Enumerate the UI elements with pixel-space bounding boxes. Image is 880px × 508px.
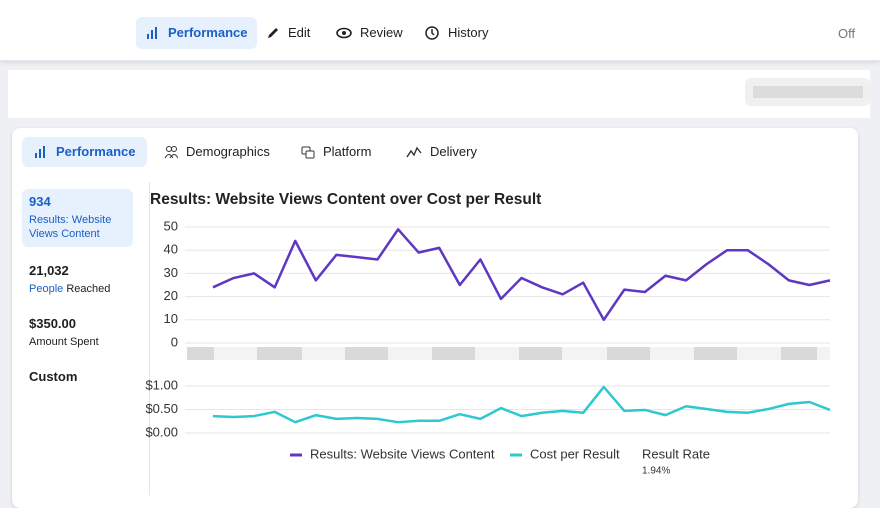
nav-edit[interactable]: Edit <box>256 17 320 49</box>
stat-value: 21,032 <box>29 263 69 278</box>
icon <box>425 26 439 40</box>
chart-title: Results: Website Views Content over Cost… <box>150 191 541 208</box>
series-line <box>212 228 831 322</box>
card <box>12 128 858 508</box>
stat-value: 934 <box>29 194 51 209</box>
tab-label: Performance <box>56 144 136 159</box>
y-tick-label: 20 <box>164 288 178 303</box>
stat-results[interactable]: 934 Results: Website Views Content <box>22 189 133 247</box>
placeholder <box>745 78 870 106</box>
stat-custom[interactable]: Custom <box>22 364 133 394</box>
legend-value: 1.94% <box>642 466 670 477</box>
tab-label: Demographics <box>186 144 270 159</box>
legend-label: Results: Website Views Content <box>310 446 495 461</box>
icon <box>406 146 422 158</box>
tab-delivery[interactable]: Delivery <box>394 137 489 167</box>
tab-demographics[interactable]: Demographics <box>152 137 282 167</box>
stat-label: Results: Website Views Content <box>29 214 112 240</box>
chart: Results: Website Views Content over Cost… <box>145 182 831 495</box>
tab-label: Delivery <box>430 144 477 159</box>
stat-link[interactable]: People <box>29 283 64 295</box>
toolbar-band <box>8 70 870 118</box>
icon <box>147 27 157 39</box>
stat-label: Reached <box>66 283 111 295</box>
nav-label: History <box>448 25 489 40</box>
stat-reach[interactable]: 21,032 People Reached <box>22 258 133 302</box>
icon <box>164 146 178 159</box>
legend-label: Result Rate <box>642 446 710 461</box>
icon <box>35 146 45 158</box>
nav-label: Edit <box>288 25 311 40</box>
y-tick-label: $0.00 <box>145 424 178 439</box>
tab-performance[interactable]: Performance <box>22 137 148 167</box>
stat-value: Custom <box>29 369 78 384</box>
y-tick-label: $0.50 <box>145 401 178 416</box>
nav-review[interactable]: Review <box>326 17 413 49</box>
toggle-label[interactable]: Off <box>838 26 856 41</box>
tab-platform[interactable]: Platform <box>289 137 383 167</box>
legend-label: Cost per Result <box>530 446 620 461</box>
stat-value: $350.00 <box>29 316 76 331</box>
top-nav: Performance Edit Review History Off <box>0 0 880 61</box>
icon <box>268 28 278 38</box>
nav-performance[interactable]: Performance <box>136 17 258 49</box>
y-tick-label: 30 <box>164 265 178 280</box>
y-tick-label: 50 <box>164 218 178 233</box>
x-placeholders <box>187 347 830 360</box>
y-tick-label: 0 <box>171 334 178 349</box>
icon <box>336 27 352 39</box>
stat-spent[interactable]: $350.00 Amount Spent <box>22 311 133 355</box>
nav-history[interactable]: History <box>414 17 498 49</box>
nav-label: Performance <box>168 25 248 40</box>
nav-label: Review <box>360 25 403 40</box>
y-tick-label: 10 <box>164 311 178 326</box>
icon <box>301 146 315 159</box>
y-tick-label: 40 <box>164 242 178 257</box>
y-tick-label: $1.00 <box>145 377 178 392</box>
stat-label: Amount Spent <box>29 336 99 348</box>
tab-label: Platform <box>323 144 372 159</box>
series-line <box>212 385 831 424</box>
